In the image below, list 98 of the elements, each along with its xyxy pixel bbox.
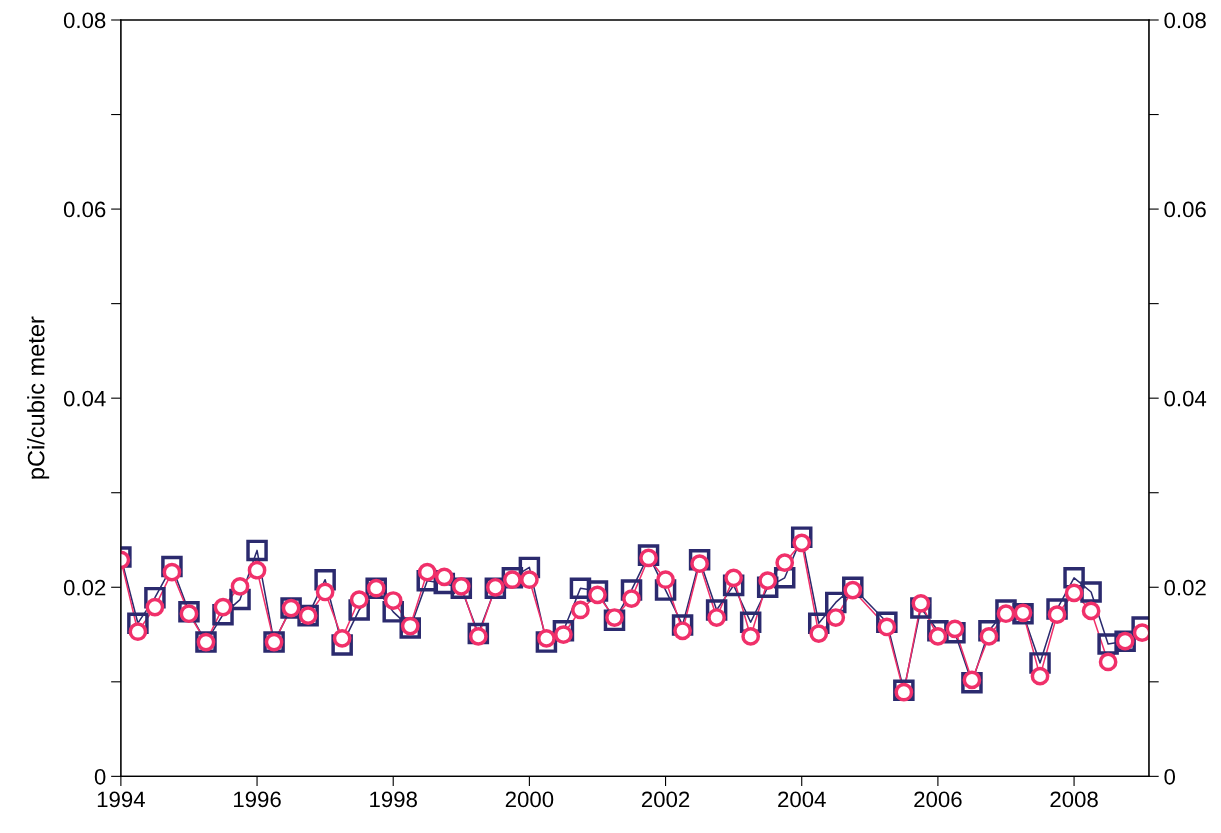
point <box>809 624 829 643</box>
point <box>758 571 778 591</box>
y-tick-label: 0.08 <box>63 12 106 29</box>
point <box>622 589 641 608</box>
point <box>434 567 454 587</box>
y-tick-label: 0 <box>94 768 106 785</box>
point <box>383 591 403 610</box>
point <box>332 628 352 648</box>
point <box>1064 583 1084 603</box>
point <box>349 590 369 609</box>
point <box>807 612 830 634</box>
x-tick-label: 2006 <box>914 791 962 808</box>
x-tick-label: 2004 <box>778 791 826 808</box>
point <box>161 555 183 578</box>
point <box>1081 601 1101 621</box>
point <box>911 593 931 613</box>
point <box>603 609 626 632</box>
point <box>535 631 558 653</box>
point <box>552 619 575 642</box>
point <box>945 619 965 639</box>
point <box>1030 666 1050 686</box>
y2-tick-label: 0.04 <box>1164 390 1207 407</box>
point <box>571 600 590 620</box>
point <box>212 603 234 626</box>
point <box>910 597 932 619</box>
x-tick-label: 1998 <box>370 791 417 808</box>
point <box>688 549 711 571</box>
point <box>707 608 726 627</box>
point <box>756 576 779 599</box>
point <box>792 533 812 553</box>
point <box>127 612 149 634</box>
point <box>348 599 370 621</box>
x-tick-label: 1994 <box>97 791 145 808</box>
point <box>620 579 643 601</box>
point <box>417 562 437 582</box>
x-tick-label: 2002 <box>641 791 690 808</box>
point <box>1080 581 1102 603</box>
point <box>724 568 744 588</box>
point <box>1046 598 1068 620</box>
point <box>825 591 847 614</box>
y2-tick-label: 0 <box>1164 768 1176 785</box>
y-tick-label: 0.02 <box>63 579 106 596</box>
y2-tick-label: 0.08 <box>1164 12 1206 29</box>
point <box>588 585 607 605</box>
x-tick-label: 2000 <box>505 791 554 808</box>
point <box>537 628 556 648</box>
point <box>739 611 762 634</box>
point <box>554 625 573 644</box>
point <box>468 627 488 646</box>
point <box>656 570 675 590</box>
point <box>467 622 490 645</box>
y-tick-label: 0.06 <box>63 201 106 218</box>
point <box>741 627 761 646</box>
point <box>229 588 251 611</box>
point <box>928 627 948 646</box>
point <box>1047 605 1067 625</box>
y2-tick-label: 0.06 <box>1164 201 1206 218</box>
point <box>162 562 182 582</box>
point <box>654 579 677 601</box>
point <box>145 597 165 617</box>
point <box>382 601 404 623</box>
point <box>826 608 846 627</box>
point <box>569 577 592 599</box>
point <box>518 556 541 579</box>
point <box>1063 567 1085 589</box>
point <box>978 619 1000 642</box>
point <box>705 599 728 621</box>
x-tick-label: 2008 <box>1050 791 1098 808</box>
point <box>314 568 336 591</box>
point <box>246 539 268 562</box>
point <box>1098 652 1118 672</box>
point <box>520 570 539 590</box>
point <box>315 582 335 602</box>
point <box>247 560 267 580</box>
point <box>673 621 692 641</box>
point <box>876 611 898 634</box>
point <box>128 622 148 642</box>
point <box>877 617 897 637</box>
point <box>690 554 709 574</box>
x-tick-label: 1996 <box>234 791 281 808</box>
point <box>722 574 745 597</box>
point <box>586 580 609 602</box>
y-tick-label: 0.04 <box>63 390 106 407</box>
point <box>230 576 250 596</box>
y-axis-title: pCi/cubic meter <box>27 316 50 479</box>
point <box>144 586 166 609</box>
point <box>790 526 813 548</box>
point <box>331 634 353 656</box>
point <box>996 604 1016 624</box>
point <box>1097 633 1119 655</box>
point <box>775 553 795 573</box>
point <box>979 627 999 646</box>
point <box>671 614 694 636</box>
point <box>213 597 233 617</box>
point <box>1029 652 1051 674</box>
y2-tick-label: 0.02 <box>1164 579 1206 596</box>
point <box>605 608 624 627</box>
point <box>773 567 796 589</box>
